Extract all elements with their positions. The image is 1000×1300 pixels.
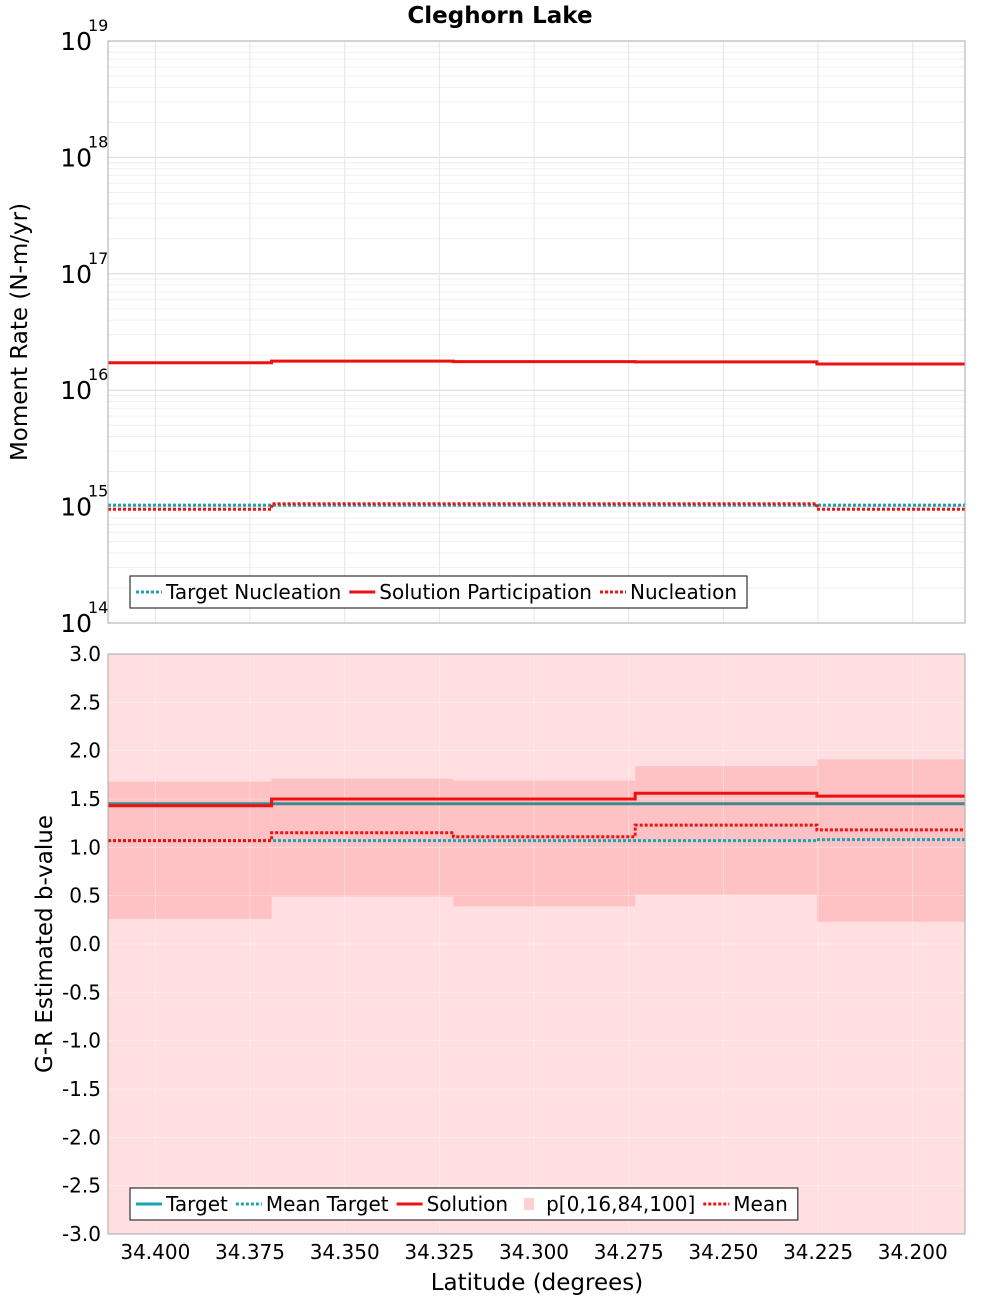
percentile-band-16-84 bbox=[108, 781, 272, 919]
y-tick-label: -1.0 bbox=[62, 1029, 101, 1053]
b-value-plot-area bbox=[108, 654, 965, 1234]
legend-swatch bbox=[524, 1198, 535, 1210]
moment-rate-plot-area bbox=[108, 41, 965, 623]
y-tick-label: -3.0 bbox=[62, 1222, 101, 1246]
series-nucleation bbox=[108, 502, 965, 511]
legend-label: Solution Participation bbox=[379, 580, 592, 604]
legend-label: Mean bbox=[733, 1192, 788, 1216]
x-tick-label: 34.400 bbox=[120, 1240, 190, 1264]
moment-rate-grid bbox=[108, 40, 965, 624]
legend-item-mean: Mean bbox=[703, 1192, 788, 1216]
legend-label: Target bbox=[165, 1192, 228, 1216]
b-value-plot-frame bbox=[107, 653, 966, 1235]
y-tick-label: -2.0 bbox=[62, 1125, 101, 1149]
legend-label: Solution bbox=[427, 1192, 508, 1216]
x-tick-label: 34.275 bbox=[594, 1240, 664, 1264]
y-tick-label-exponent: 16 bbox=[88, 365, 108, 384]
y-tick-label: -2.5 bbox=[62, 1174, 101, 1198]
x-tick-label: 34.375 bbox=[215, 1240, 285, 1264]
y-tick-label: 1.0 bbox=[69, 835, 101, 859]
y-tick-label-base: 10 bbox=[60, 493, 92, 522]
y-tick-label-exponent: 14 bbox=[88, 598, 108, 617]
x-tick-label: 34.200 bbox=[878, 1240, 948, 1264]
latitude-x-axis-label: Latitude (degrees) bbox=[431, 1270, 644, 1296]
x-tick-label: 34.225 bbox=[783, 1240, 853, 1264]
series-mean bbox=[108, 823, 965, 843]
moment-rate-legend: Target Nucleation Solution Participation N… bbox=[129, 575, 748, 609]
b-value-percentile-bands bbox=[108, 759, 965, 922]
x-tick-label: 34.350 bbox=[310, 1240, 380, 1264]
latitude-x-ticks: 34.400 34.375 34.350 34.325 34.300 34.275 34.2… bbox=[120, 1240, 947, 1264]
y-tick-label-exponent: 17 bbox=[88, 249, 108, 268]
y-tick-label-exponent: 15 bbox=[88, 482, 108, 501]
y-tick-label-base: 10 bbox=[60, 143, 92, 172]
legend-label: Nucleation bbox=[630, 580, 737, 604]
y-tick-label-exponent: 18 bbox=[88, 132, 108, 151]
x-tick-label: 34.300 bbox=[499, 1240, 569, 1264]
y-tick-label-base: 10 bbox=[60, 260, 92, 289]
y-tick-label-exponent: 19 bbox=[88, 16, 108, 35]
series-solution bbox=[108, 791, 965, 808]
y-tick-label: 2.0 bbox=[69, 739, 101, 763]
b-value-panel: 3.0 2.5 2.0 1.5 1.0 0.5 0.0 -0.5 -1.0 -1.5 -2.0 -2.… bbox=[32, 642, 966, 1296]
legend-item-solution: Solution bbox=[396, 1192, 508, 1216]
percentile-band-16-84 bbox=[816, 759, 965, 922]
series-mean-target bbox=[108, 838, 965, 843]
legend-label: Target Nucleation bbox=[165, 580, 341, 604]
legend-label: p[0,16,84,100] bbox=[546, 1192, 695, 1216]
b-value-series bbox=[108, 791, 965, 843]
x-tick-label: 34.325 bbox=[404, 1240, 474, 1264]
moment-rate-y-axis-label: Moment Rate (N-m/yr) bbox=[7, 203, 33, 461]
y-tick-label: 0.0 bbox=[69, 932, 101, 956]
legend-item-mean-target: Mean Target bbox=[235, 1192, 389, 1216]
percentile-band-16-84 bbox=[635, 766, 817, 895]
b-value-y-ticks: 3.0 2.5 2.0 1.5 1.0 0.5 0.0 -0.5 -1.0 -1.5 -2.0 -2.… bbox=[62, 642, 101, 1246]
y-tick-label: -0.5 bbox=[62, 980, 101, 1004]
y-tick-label: 2.5 bbox=[69, 690, 101, 714]
percentile-band-16-84 bbox=[453, 780, 636, 907]
chart-title: Cleghorn Lake bbox=[407, 3, 592, 29]
x-tick-label: 34.250 bbox=[688, 1240, 758, 1264]
y-tick-label-base: 10 bbox=[60, 27, 92, 56]
y-tick-label: 0.5 bbox=[69, 884, 101, 908]
legend-item-target-nucleation: Target Nucleation bbox=[136, 580, 341, 604]
y-tick-label: 1.5 bbox=[69, 787, 101, 811]
percentile-band-16-84 bbox=[271, 778, 454, 897]
legend-item-p-0-16-84-100: p[0,16,84,100] bbox=[524, 1192, 695, 1216]
legend-item-nucleation: Nucleation bbox=[599, 580, 737, 604]
y-tick-label-base: 10 bbox=[60, 609, 92, 638]
y-tick-label-base: 10 bbox=[60, 376, 92, 405]
y-tick-label: -1.5 bbox=[62, 1077, 101, 1101]
moment-rate-plot-frame bbox=[107, 40, 966, 624]
b-value-legend: Target Mean Target Solution p[0,16,84,100] M… bbox=[129, 1187, 799, 1221]
y-tick-label: 3.0 bbox=[69, 642, 101, 666]
series-solution-participation bbox=[108, 359, 965, 366]
moment-rate-series bbox=[108, 359, 965, 511]
legend-box bbox=[129, 575, 748, 609]
legend-item-target: Target bbox=[136, 1192, 228, 1216]
legend-item-solution-participation: Solution Participation bbox=[349, 580, 592, 604]
legend-label: Mean Target bbox=[266, 1192, 389, 1216]
b-value-y-axis-label: G-R Estimated b-value bbox=[32, 815, 58, 1073]
